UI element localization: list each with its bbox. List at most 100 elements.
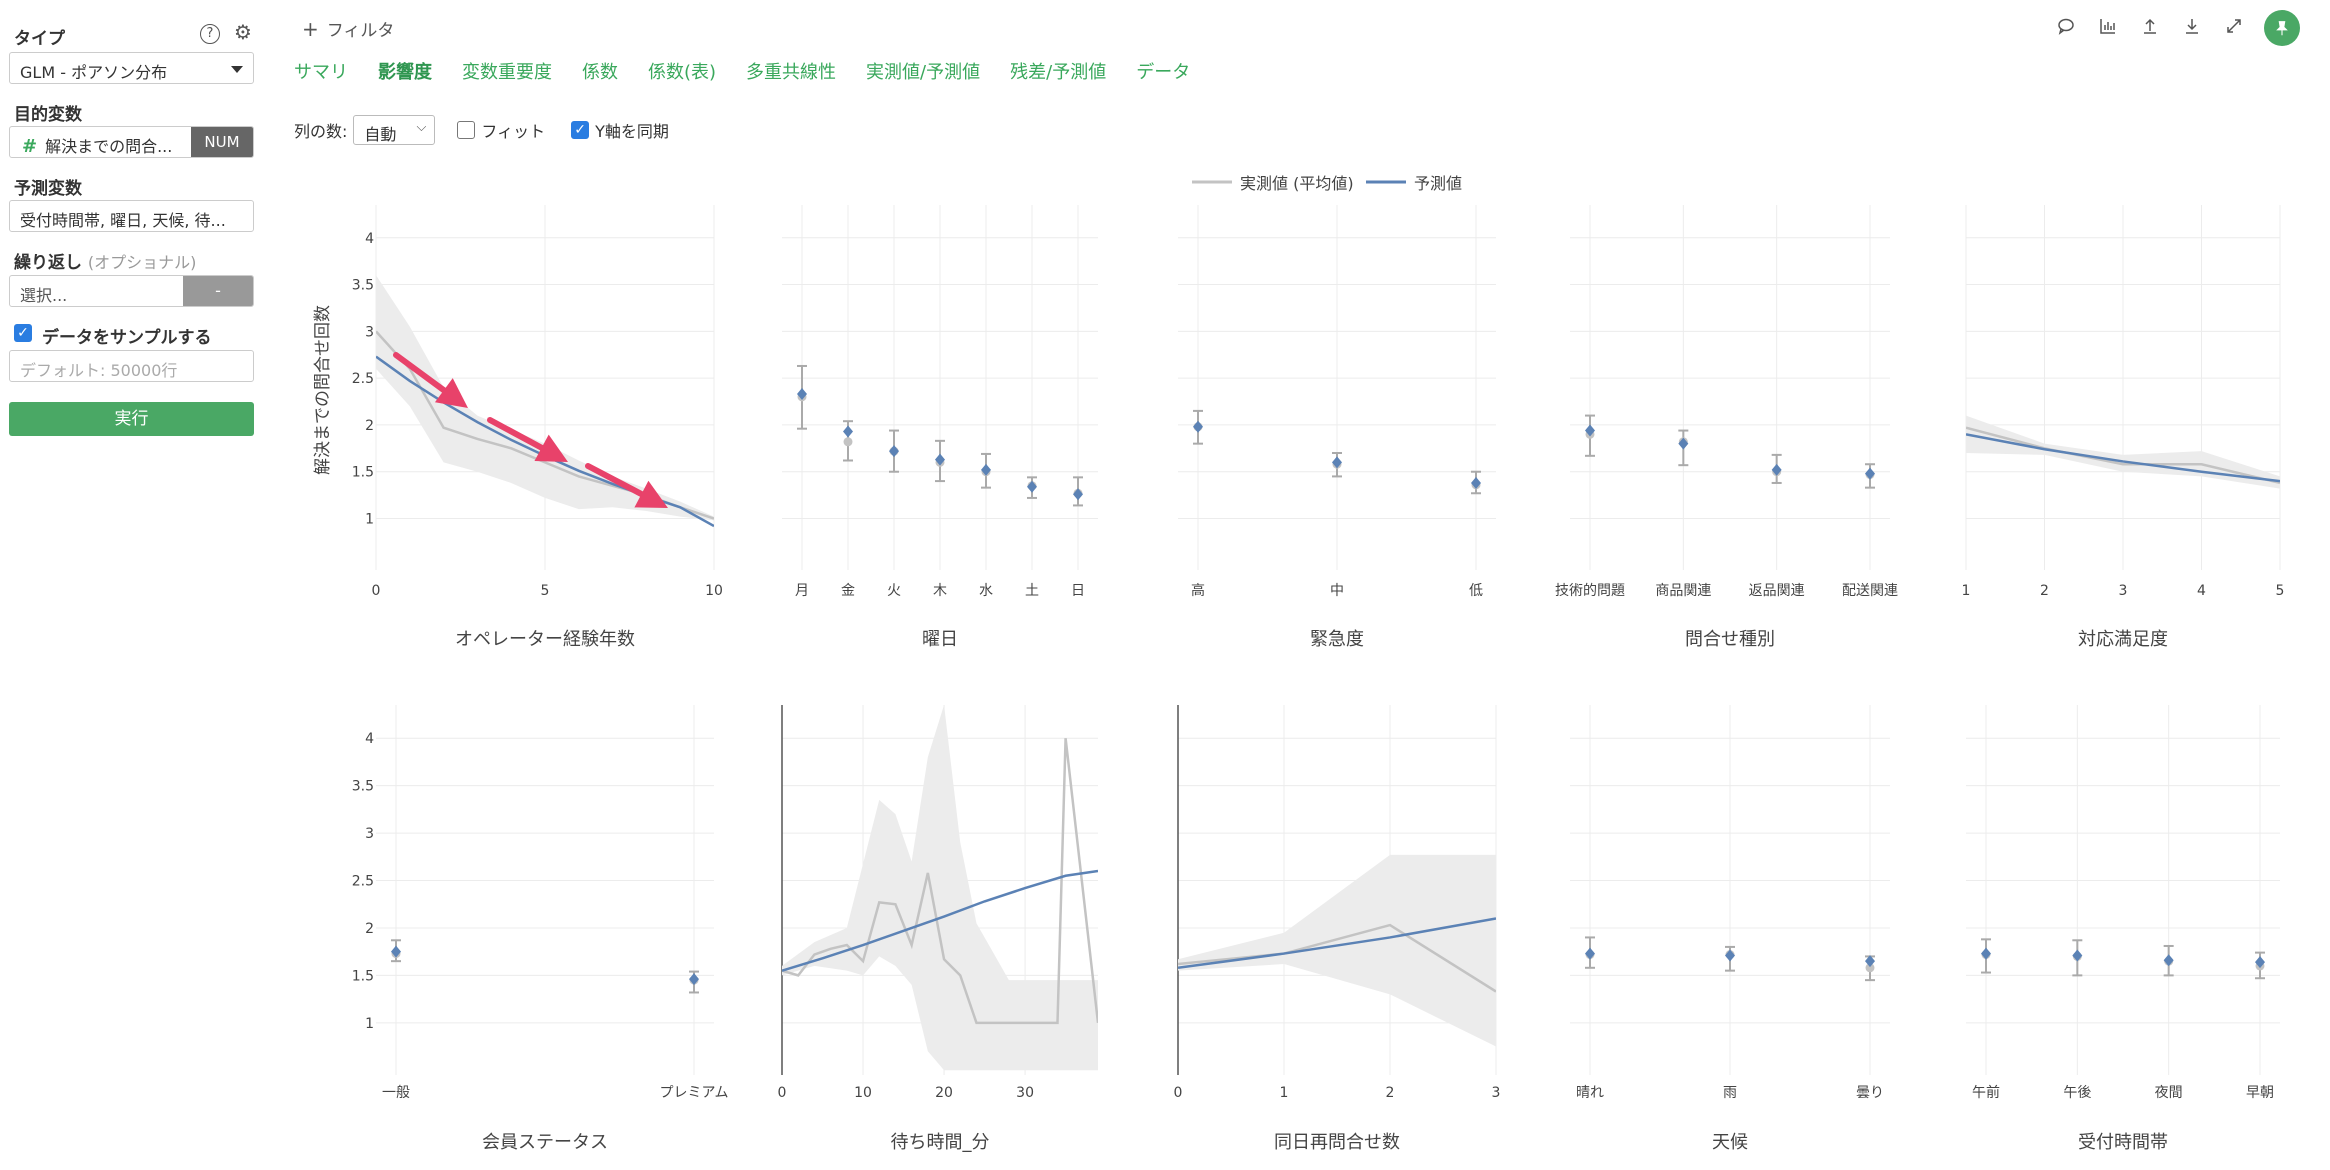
repeat-placeholder: 選択... xyxy=(20,286,68,305)
plus-icon: + xyxy=(302,17,319,41)
actual-point xyxy=(1865,470,1875,480)
tab-5[interactable]: 多重共線性 xyxy=(746,62,837,83)
actual-line xyxy=(1178,923,1496,993)
chart-options: 列の数: 自動 ⌵ フィット ✓ Y軸を同期 xyxy=(294,115,669,145)
y-tick-label: 2 xyxy=(365,418,374,434)
predicted-point xyxy=(843,425,853,438)
x-tick-label: 低 xyxy=(1469,583,1483,599)
tab-2[interactable]: 変数重要度 xyxy=(462,62,552,83)
panel-title: 対応満足度 xyxy=(2078,629,2168,650)
x-tick-label: 4 xyxy=(2197,583,2206,599)
predicted-point xyxy=(1193,420,1203,433)
y-tick-label: 1 xyxy=(365,512,374,528)
actual-point xyxy=(1332,459,1342,469)
tab-0[interactable]: サマリ xyxy=(294,62,348,83)
x-tick-label: 5 xyxy=(541,583,550,599)
target-select[interactable]: # 解決までの問合... NUM xyxy=(9,126,254,158)
predictors-select[interactable]: 受付時間帯, 曜日, 天候, 待... xyxy=(9,200,254,232)
download-icon[interactable] xyxy=(2180,16,2204,40)
x-tick-label: 金 xyxy=(841,583,855,599)
x-tick-label: 1 xyxy=(1280,1085,1289,1101)
help-icon[interactable]: ? xyxy=(200,24,220,44)
x-tick-label: 高 xyxy=(1191,582,1205,599)
x-tick-label: 2 xyxy=(1386,1085,1395,1101)
tab-7[interactable]: 残差/予測値 xyxy=(1010,62,1107,83)
x-tick-label: 夜間 xyxy=(2155,1085,2183,1101)
predicted-point xyxy=(797,388,807,401)
type-select[interactable]: GLM - ポアソン分布 xyxy=(9,52,254,84)
repeat-select[interactable]: 選択... - xyxy=(9,275,254,307)
x-tick-label: 1 xyxy=(1962,583,1971,599)
predicted-point xyxy=(1865,955,1875,968)
predicted-point xyxy=(1027,480,1037,493)
sync-y-checkbox[interactable]: ✓ xyxy=(571,121,590,139)
x-tick-label: 3 xyxy=(1492,1085,1501,1101)
sample-label: データをサンプルする xyxy=(42,328,212,348)
predicted-line xyxy=(782,869,1098,972)
x-tick-label: 技術的問題 xyxy=(1555,583,1625,599)
predicted-point xyxy=(981,463,991,476)
actual-point xyxy=(1585,429,1595,439)
predicted-point xyxy=(1471,476,1481,489)
add-filter-button[interactable]: + フィルタ xyxy=(302,16,394,41)
x-tick-label: 5 xyxy=(2276,583,2285,599)
columns-select[interactable]: 自動 ⌵ xyxy=(353,115,436,145)
comment-icon[interactable] xyxy=(2054,16,2078,40)
actual-point xyxy=(391,949,401,959)
sample-size-input[interactable]: デフォルト: 50000行 xyxy=(9,350,254,382)
x-tick-label: 晴れ xyxy=(1576,1085,1604,1101)
repeat-label: 繰り返し (オプショナル) xyxy=(14,248,196,273)
x-tick-label: 10 xyxy=(705,583,723,599)
predicted-point xyxy=(1981,947,1991,960)
chart-icon[interactable] xyxy=(2096,16,2120,40)
annotation-arrowhead xyxy=(434,378,468,408)
x-tick-label: 午前 xyxy=(1972,1084,2000,1101)
fit-checkbox[interactable] xyxy=(457,121,476,139)
panel-title: 同日再問合せ数 xyxy=(1274,1132,1400,1153)
predicted-point xyxy=(2163,954,2174,967)
y-tick-label: 2 xyxy=(365,921,374,937)
actual-line xyxy=(1966,426,2280,485)
repeat-button[interactable]: - xyxy=(183,276,253,306)
x-tick-label: 配送関連 xyxy=(1842,583,1898,599)
actual-line xyxy=(376,330,714,520)
predicted-line xyxy=(1966,433,2280,483)
tab-3[interactable]: 係数 xyxy=(582,62,618,83)
x-tick-label: 午後 xyxy=(2063,1085,2091,1101)
predicted-line xyxy=(376,355,714,528)
tab-4[interactable]: 係数(表) xyxy=(648,62,717,83)
sample-checkbox[interactable]: ✓ xyxy=(14,324,32,342)
annotation-arrowhead xyxy=(534,434,568,462)
actual-point xyxy=(797,392,807,402)
x-tick-label: 0 xyxy=(372,583,381,599)
sample-size-placeholder: デフォルト: 50000行 xyxy=(20,361,178,380)
x-tick-label: 0 xyxy=(778,1085,787,1101)
settings-gear-icon[interactable]: ⚙ xyxy=(234,20,252,44)
actual-point xyxy=(935,457,945,467)
expand-icon[interactable] xyxy=(2222,16,2246,40)
panel-title: 緊急度 xyxy=(1310,629,1364,650)
upload-icon[interactable] xyxy=(2138,16,2162,40)
chart-legend: 実測値 (平均値) 予測値 xyxy=(1192,174,1462,193)
repeat-label-text: 繰り返し xyxy=(14,253,82,273)
confidence-band xyxy=(782,705,1098,1071)
run-button[interactable]: 実行 xyxy=(9,402,254,436)
pin-icon[interactable] xyxy=(2264,10,2300,46)
target-label: 目的変数 xyxy=(14,105,82,125)
x-tick-label: 雨 xyxy=(1723,1085,1737,1101)
actual-point xyxy=(843,437,853,447)
columns-value: 自動 xyxy=(364,125,397,144)
tab-1[interactable]: 影響度 xyxy=(378,62,432,83)
actual-point xyxy=(1981,950,1991,960)
tab-8[interactable]: データ xyxy=(1136,62,1191,83)
repeat-optional-text: (オプショナル) xyxy=(87,253,197,272)
predicted-point xyxy=(1865,467,1875,480)
confidence-band xyxy=(1966,415,2280,489)
actual-point xyxy=(2255,961,2265,971)
tab-6[interactable]: 実測値/予測値 xyxy=(866,62,981,83)
panel-title: 問合せ種別 xyxy=(1685,629,1775,650)
predicted-point xyxy=(2255,956,2265,969)
